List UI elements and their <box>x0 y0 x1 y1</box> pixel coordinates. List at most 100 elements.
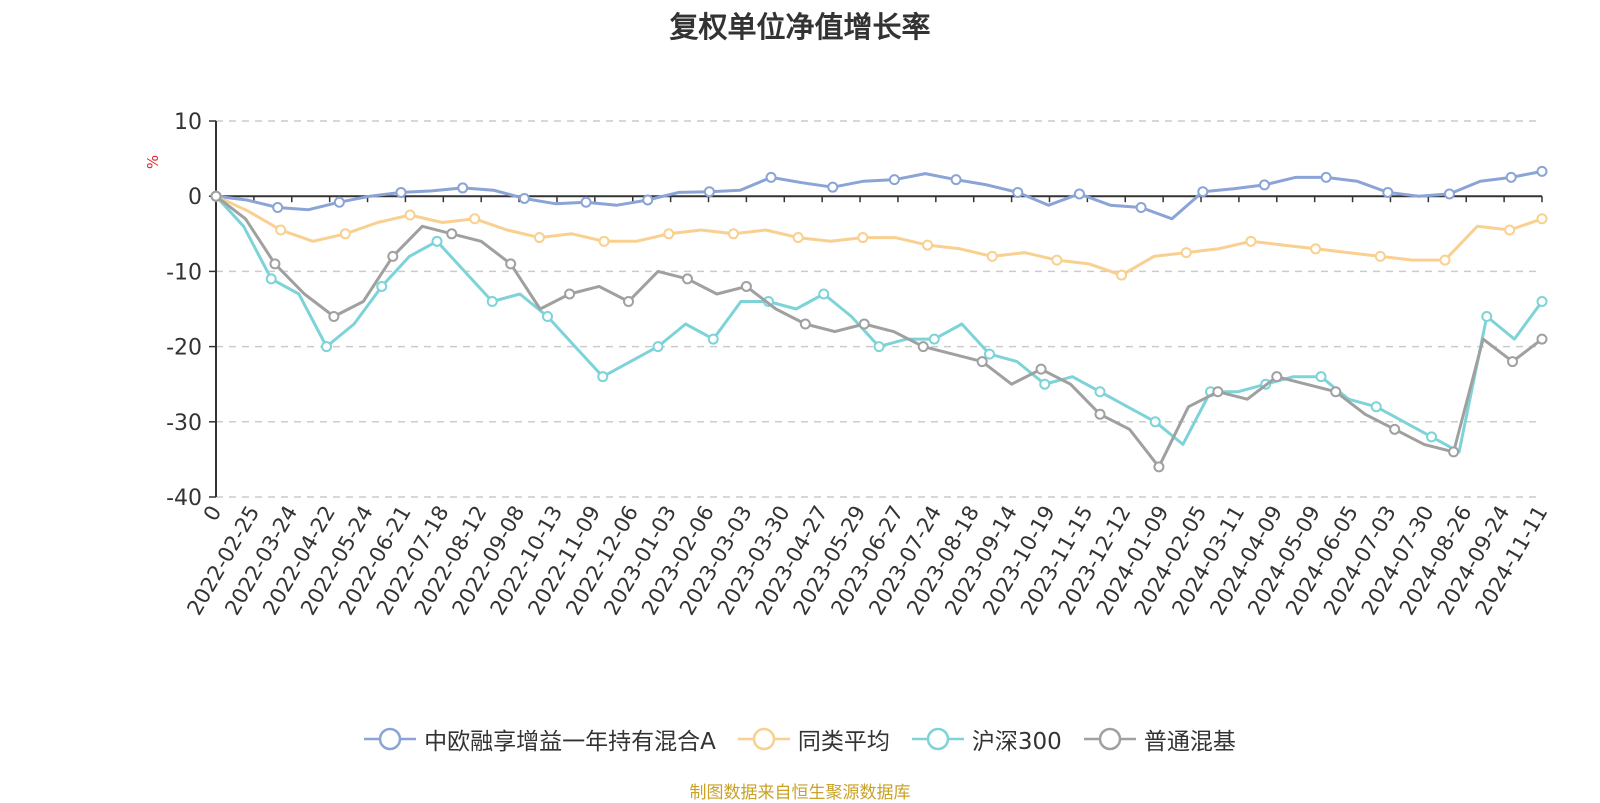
data-point <box>827 181 839 193</box>
y-tick-label: -40 <box>166 486 202 511</box>
grid-lines <box>216 120 1542 498</box>
data-point <box>1310 243 1322 255</box>
legend-item[interactable]: 普通混基 <box>1083 722 1236 756</box>
data-point <box>321 341 332 353</box>
data-point <box>1258 179 1270 191</box>
data-point <box>792 232 804 244</box>
data-point <box>1374 250 1386 262</box>
data-point <box>1315 371 1327 383</box>
data-point <box>1197 186 1209 198</box>
data-point <box>1439 254 1451 266</box>
data-point <box>1212 386 1224 398</box>
data-point <box>1330 386 1342 398</box>
data-point <box>486 295 498 307</box>
data-point <box>727 228 739 240</box>
data-point <box>457 182 469 194</box>
data-point <box>542 311 553 323</box>
data-point <box>1382 186 1394 198</box>
data-point <box>642 194 654 206</box>
y-axis-label: % <box>144 155 162 169</box>
data-point <box>950 174 962 186</box>
data-point <box>580 196 592 208</box>
data-point <box>663 228 675 240</box>
data-point <box>469 213 481 225</box>
data-point <box>703 186 715 198</box>
y-tick-label: -20 <box>166 336 202 361</box>
data-point <box>1153 461 1165 473</box>
data-point <box>922 239 934 251</box>
data-point <box>1426 431 1437 443</box>
data-point <box>1116 269 1128 281</box>
data-point <box>652 341 664 353</box>
series-line-1 <box>215 169 1543 221</box>
data-point <box>1481 311 1493 323</box>
x-tick-label: 0 <box>199 502 226 526</box>
data-point <box>681 273 693 285</box>
data-point <box>431 235 443 247</box>
data-point <box>707 333 719 345</box>
data-point <box>1536 213 1548 225</box>
legend-label: 普通混基 <box>1143 729 1236 755</box>
y-tick-label: -30 <box>166 411 202 436</box>
data-point <box>598 235 610 247</box>
data-point <box>1504 224 1516 236</box>
data-point <box>339 228 351 240</box>
data-point <box>623 295 635 307</box>
data-point <box>1320 171 1332 183</box>
data-point <box>505 258 517 270</box>
data-point <box>1051 254 1063 266</box>
data-point <box>446 228 458 240</box>
data-point <box>1271 371 1283 383</box>
data-point <box>597 371 609 383</box>
legend-item[interactable]: 沪深300 <box>911 722 1062 756</box>
data-point <box>1073 188 1085 200</box>
data-point <box>1505 171 1517 183</box>
data-point <box>986 250 998 262</box>
legend-label: 同类平均 <box>797 729 890 755</box>
data-point <box>873 341 885 353</box>
data-point <box>976 356 988 368</box>
data-point <box>1443 188 1455 200</box>
data-point <box>799 318 811 330</box>
data-point <box>818 288 830 300</box>
legend: 中欧融享增益一年持有混合A 同类平均 沪深300 普通混基 <box>0 722 1600 756</box>
y-tick-label: 0 <box>188 185 202 210</box>
data-point <box>1536 333 1548 345</box>
series-lines <box>210 165 1548 473</box>
data-point <box>272 201 284 213</box>
data-point <box>984 348 995 360</box>
data-point <box>858 318 870 330</box>
legend-marker-icon <box>1083 727 1136 751</box>
data-point <box>275 224 287 236</box>
data-point <box>1180 247 1192 259</box>
data-point <box>1389 423 1401 435</box>
data-point <box>765 171 777 183</box>
data-point <box>328 311 340 323</box>
data-point <box>1094 408 1106 420</box>
data-point <box>1094 386 1106 398</box>
data-point <box>376 280 388 292</box>
chart-title: 复权单位净值增长率 <box>669 10 931 44</box>
data-point <box>269 258 281 270</box>
legend-item[interactable]: 同类平均 <box>737 722 890 756</box>
data-point <box>1370 401 1382 413</box>
legend-marker-icon <box>737 727 790 751</box>
data-point <box>1039 378 1051 390</box>
data-point <box>1149 416 1161 428</box>
data-point <box>395 186 407 198</box>
y-tick-label: -10 <box>166 260 202 285</box>
data-point <box>518 192 530 204</box>
data-point <box>1245 235 1257 247</box>
data-point <box>210 190 222 202</box>
data-point <box>1035 363 1047 375</box>
legend-item[interactable]: 中欧融享增益一年持有混合A <box>364 722 716 756</box>
legend-label: 中欧融享增益一年持有混合A <box>424 729 716 755</box>
data-point <box>1012 186 1024 198</box>
data-point <box>857 232 869 244</box>
data-point <box>564 288 576 300</box>
series-line-4 <box>215 195 1543 469</box>
data-point <box>1507 356 1519 368</box>
data-point <box>888 174 900 186</box>
data-point <box>1536 165 1548 177</box>
